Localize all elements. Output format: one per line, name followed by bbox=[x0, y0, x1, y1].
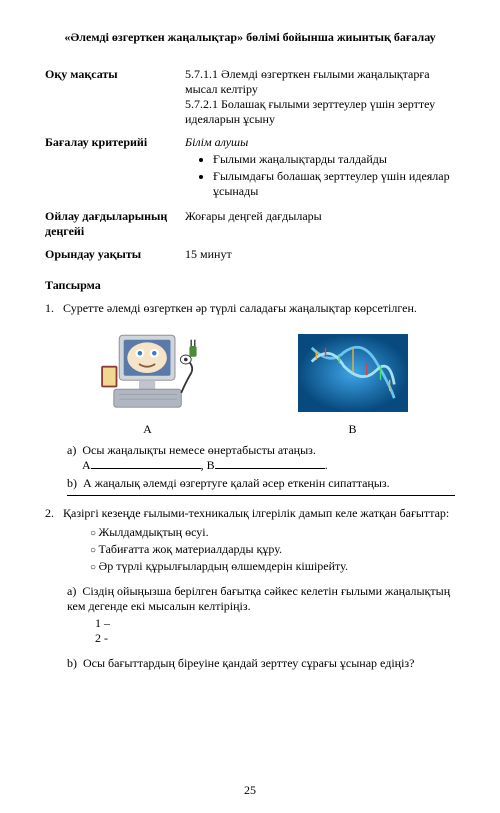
task-1a-text: Осы жаңалықты немесе өнертабысты атаңыз. bbox=[82, 443, 316, 457]
criteria-intro: Білім алушы bbox=[185, 135, 248, 149]
sub-2b: b) bbox=[67, 656, 77, 670]
sub-b: b) bbox=[67, 476, 77, 490]
num-2: 2 - bbox=[95, 631, 455, 646]
task-1b-text: А жаңалық әлемді өзгертуге қалай әсер ет… bbox=[83, 476, 390, 490]
circle-1: Жылдамдықтың өсуі. bbox=[90, 525, 455, 540]
task-1b-line bbox=[67, 495, 455, 496]
goal-2: 5.7.2.1 Болашақ ғылыми зерттеулер үшін з… bbox=[185, 97, 435, 126]
sub-2a: a) bbox=[67, 584, 76, 598]
task-2a-text: Сіздің ойыңызша берілген бағытқа сәйкес … bbox=[67, 584, 450, 613]
document-title: «Әлемді өзгерткен жаңалықтар» бөлімі бой… bbox=[45, 30, 455, 45]
dna-illustration bbox=[298, 333, 408, 413]
criteria-1: Ғылыми жаңалықтарды талдайды bbox=[213, 152, 455, 167]
image-b-label: B bbox=[293, 422, 413, 437]
images-row: A B bbox=[45, 328, 455, 437]
image-b-block: B bbox=[293, 328, 413, 437]
fill-a-line bbox=[91, 468, 201, 469]
task-2: 2. Қазіргі кезеңде ғылыми-техникалық ілг… bbox=[45, 506, 455, 574]
task-1b: b) А жаңалық әлемді өзгертуге қалай әсер… bbox=[67, 476, 455, 496]
time-value: 15 минут bbox=[185, 243, 455, 266]
fill-b-line bbox=[215, 468, 325, 469]
task-1-num: 1. bbox=[45, 301, 63, 315]
page-number: 25 bbox=[244, 783, 256, 798]
task-1-text: Суретте әлемді өзгерткен әр түрлі салада… bbox=[63, 301, 417, 315]
goal-content: 5.7.1.1 Әлемді өзгерткен ғылыми жаңалықт… bbox=[185, 63, 455, 131]
task-2-sublist: a) Сіздің ойыңызша берілген бағытқа сәйк… bbox=[45, 584, 455, 671]
tasks-label: Тапсырма bbox=[45, 278, 455, 293]
task-2b: b) Осы бағыттардың біреуіне қандай зертт… bbox=[67, 656, 455, 671]
task-2-circles: Жылдамдықтың өсуі. Табиғатта жоқ материа… bbox=[45, 525, 455, 574]
task-1a: a) Осы жаңалықты немесе өнертабысты атаң… bbox=[67, 443, 455, 473]
time-label: Орындау уақыты bbox=[45, 243, 185, 266]
info-table: Оқу мақсаты 5.7.1.1 Әлемді өзгерткен ғыл… bbox=[45, 63, 455, 266]
thinking-value: Жоғары деңгей дағдылары bbox=[185, 205, 455, 243]
sub-a: a) bbox=[67, 443, 76, 457]
fill-a-label: A bbox=[82, 458, 91, 472]
task-2b-text: Осы бағыттардың біреуіне қандай зерттеу … bbox=[83, 656, 414, 670]
num-1: 1 – bbox=[95, 616, 455, 631]
goal-label: Оқу мақсаты bbox=[45, 63, 185, 131]
task-2a: a) Сіздің ойыңызша берілген бағытқа сәйк… bbox=[67, 584, 455, 646]
circle-3: Әр түрлі құрылғылардың өлшемдерін кішіре… bbox=[90, 559, 455, 574]
circle-2: Табиғатта жоқ материалдарды құру. bbox=[90, 542, 455, 557]
computer-illustration bbox=[93, 328, 203, 418]
task-1-sublist: a) Осы жаңалықты немесе өнертабысты атаң… bbox=[45, 443, 455, 496]
criteria-content: Білім алушы Ғылыми жаңалықтарды талдайды… bbox=[185, 131, 455, 205]
task-1: 1. Суретте әлемді өзгерткен әр түрлі сал… bbox=[45, 301, 455, 316]
thinking-label: Ойлау дағдыларының деңгейі bbox=[45, 205, 185, 243]
task-2-text: Қазіргі кезеңде ғылыми-техникалық ілгері… bbox=[63, 506, 449, 520]
image-a-label: A bbox=[88, 422, 208, 437]
task-2-num: 2. bbox=[45, 506, 63, 520]
image-a-block: A bbox=[88, 328, 208, 437]
fill-b-label: B bbox=[207, 458, 215, 472]
criteria-2: Ғылымдағы болашақ зерттеулер үшін идеяла… bbox=[213, 169, 455, 199]
criteria-label: Бағалау критерийі bbox=[45, 131, 185, 205]
goal-1: 5.7.1.1 Әлемді өзгерткен ғылыми жаңалықт… bbox=[185, 67, 430, 96]
